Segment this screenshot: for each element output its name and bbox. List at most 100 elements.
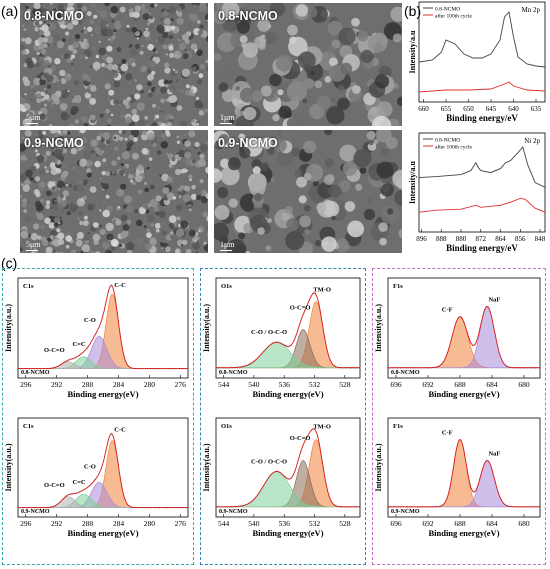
sem-grain [67, 114, 72, 119]
sem-grain [191, 3, 195, 5]
sem-grain [21, 49, 27, 55]
x-tick-label: 864 [495, 235, 506, 243]
sem-grain [53, 222, 59, 228]
y-axis-label: Intensity(a.u.) [4, 304, 13, 352]
sem-grain [91, 3, 96, 8]
sem-grain [57, 232, 65, 240]
sem-grain [121, 151, 131, 160]
sem-grain [201, 136, 208, 145]
sem-grain [155, 156, 162, 163]
fit-envelope [388, 306, 540, 369]
sem-grain [59, 209, 65, 215]
sem-grain [175, 204, 183, 211]
sem-grain [175, 5, 182, 12]
plot-frame [418, 132, 546, 233]
sem-grain [66, 6, 75, 15]
sem-grain [98, 47, 106, 56]
sem-grain [53, 100, 56, 103]
sem-grain [275, 54, 293, 72]
sem-grain [128, 81, 132, 85]
sem-grain [74, 119, 79, 124]
sem-grain [169, 231, 174, 235]
x-tick-label: 680 [518, 380, 530, 389]
sem-grain [260, 162, 270, 172]
sem-grain [198, 229, 201, 232]
sem-grain [123, 195, 132, 204]
sem-grain [169, 115, 174, 120]
sem-grain [175, 248, 181, 253]
sem-grain [34, 27, 39, 32]
sem-grain [83, 220, 89, 226]
sem-grain [225, 43, 232, 49]
x-tick-label: 528 [339, 380, 351, 389]
sem-grain [43, 43, 48, 48]
series-line [418, 197, 546, 213]
sem-grain [207, 232, 208, 237]
sem-grain [53, 8, 57, 11]
sem-grain [397, 96, 402, 107]
sem-grain [82, 73, 89, 81]
sem-grain [197, 79, 203, 85]
sem-grain [87, 26, 93, 32]
sem-grain [175, 228, 185, 237]
sem-grain [143, 225, 147, 229]
peak-label: C=C [72, 479, 85, 486]
sem-grain [36, 204, 44, 212]
sem-grain [165, 25, 172, 32]
sem-grain [387, 208, 394, 215]
sem-grain [121, 130, 127, 135]
sem-grain [159, 17, 163, 22]
sem-grain [165, 98, 169, 102]
sem-grain [89, 186, 97, 193]
sem-grain [309, 70, 315, 76]
sem-grain [33, 247, 37, 251]
sem-grain [147, 168, 154, 175]
sem-grain [30, 94, 33, 97]
sem-grain [287, 24, 298, 36]
sem-grain [49, 3, 53, 5]
sem-grain [135, 219, 143, 227]
sem-grain [124, 137, 128, 141]
sem-grain [45, 204, 51, 210]
sem-grain [240, 7, 245, 12]
sem-grain [170, 18, 174, 22]
sem-grain [104, 83, 111, 90]
sem-grain [338, 180, 351, 193]
sem-grain [24, 37, 32, 45]
sem-grain [180, 89, 184, 93]
sem-grain [83, 27, 86, 30]
sem-grain [89, 97, 97, 105]
sem-grain [108, 38, 111, 41]
sem-grain [169, 52, 175, 58]
peak-label: TM-O [313, 287, 331, 294]
sem-grain [185, 84, 190, 89]
sem-grain [179, 133, 184, 138]
sem-grain [156, 24, 165, 33]
sem-grain [27, 18, 32, 22]
sem-grain [188, 208, 192, 212]
legend-label: 0.8-NCMO [435, 138, 460, 144]
sem-grain [91, 150, 94, 154]
sem-grain [51, 157, 58, 164]
sample-label: 0.8-NCMO [219, 370, 248, 376]
sem-grain [171, 156, 176, 162]
sem-grain [71, 17, 79, 25]
sem-grain [117, 206, 121, 209]
sem-grain [198, 73, 204, 79]
panel-c-letter: (c) [1, 255, 18, 271]
sem-grain [105, 249, 112, 253]
peak-label: NaF [488, 451, 500, 458]
sem-grain [162, 44, 168, 50]
sem-grain [185, 169, 188, 172]
sem-grain [50, 130, 57, 134]
sem-grain [176, 17, 184, 25]
sem-grain [162, 10, 169, 17]
sem-grain [22, 136, 25, 140]
sem-grain [76, 237, 79, 240]
sem-grain [112, 134, 121, 142]
sem-grain [241, 42, 247, 48]
sem-grain [43, 94, 50, 100]
sem-grain [243, 106, 257, 121]
x-tick-label: 692 [422, 519, 434, 528]
